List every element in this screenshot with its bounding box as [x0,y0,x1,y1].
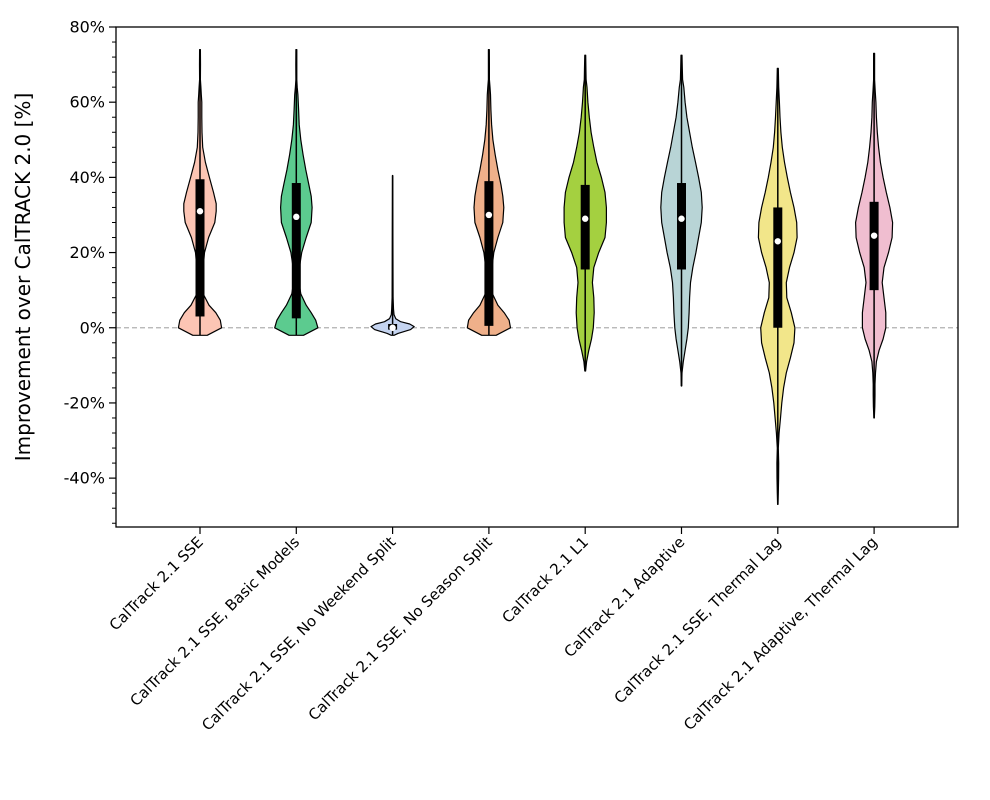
violin-median-point [389,325,395,331]
plot-frame [116,27,958,527]
x-tick-label: CalTrack 2.1 SSE [106,533,207,634]
y-tick-label: 40% [69,168,105,187]
violin-chart: -40%-20%0%20%40%60%80% CalTrack 2.1 SSEC… [0,0,990,800]
x-tick-label: CalTrack 2.1 SSE, No Weekend Split [198,533,399,734]
violin-iqr-box [677,183,686,269]
y-tick-label: 60% [69,93,105,112]
y-tick-label: 80% [69,18,105,37]
violin-median-point [871,232,877,238]
violin-iqr-box [484,181,493,326]
x-tick-label: CalTrack 2.1 SSE, Thermal Lag [611,533,785,707]
violin-iqr-box [196,179,205,316]
violin-median-point [197,208,203,214]
violin-iqr-box [870,202,879,290]
x-tick-label: CalTrack 2.1 SSE, Basic Models [126,533,303,710]
violin-median-point [293,214,299,220]
y-tick-label: -20% [64,393,105,412]
violin-iqr-box [773,207,782,327]
violin-layer [178,50,892,505]
y-tick-label: 0% [80,318,105,337]
y-tick-label: 20% [69,243,105,262]
x-tick-label: CalTrack 2.1 SSE, No Season Split [305,533,496,724]
y-axis: -40% -20% 0% 20% 40% 60% 80% [64,18,116,524]
violin-median-point [775,238,781,244]
y-tick-label: -40% [64,469,105,488]
violin-iqr-box [581,185,590,270]
violin-iqr-box [292,183,301,318]
x-tick-label: CalTrack 2.1 Adaptive, Thermal Lag [680,533,881,734]
y-axis-title: Improvement over CalTRACK 2.0 [%] [11,93,35,461]
x-tick-label: CalTrack 2.1 L1 [498,533,592,627]
violin-median-point [678,216,684,222]
violin-median-point [582,216,588,222]
violin-median-point [486,212,492,218]
